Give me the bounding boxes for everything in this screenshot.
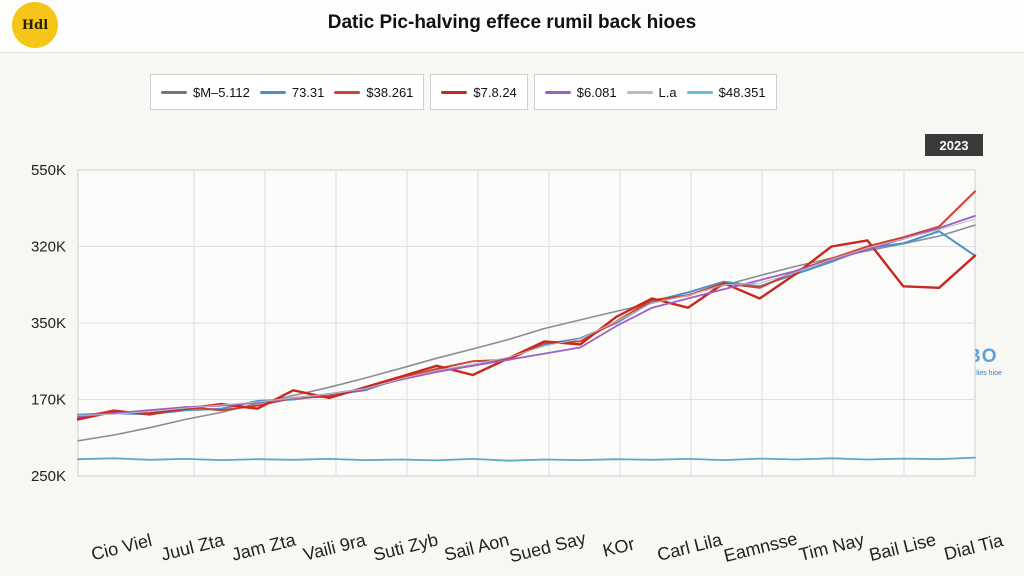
legend-label: $38.261	[366, 84, 414, 100]
legend-item: L.a	[626, 84, 677, 100]
legend-label: L.a	[658, 84, 677, 100]
y-tick-label: 250K	[31, 468, 66, 485]
legend-item: $48.351	[686, 84, 766, 100]
legend-swatch	[441, 90, 468, 94]
chart-title: Datic Pic-halving effece rumil back hioe…	[327, 12, 697, 33]
legend-swatch	[334, 90, 361, 94]
y-tick-label: 350K	[31, 315, 66, 332]
legend-group: $6.081 L.a $48.351	[533, 74, 777, 110]
legend-label: $48.351	[718, 84, 766, 100]
x-tick-label: Tim Nay	[797, 529, 866, 564]
x-tick-label: Suti Zyb	[371, 529, 440, 564]
series-line	[77, 224, 976, 442]
x-tick-label: Vaili 9ra	[301, 530, 369, 565]
legend-item: $M–5.112	[161, 85, 250, 100]
x-tick-label: KOr	[601, 534, 637, 561]
legend-swatch	[161, 90, 187, 94]
legend-swatch	[686, 90, 713, 94]
legend-item: 73.31	[259, 84, 325, 100]
x-tick-label: Cio Viel	[89, 530, 154, 564]
x-tick-label: Juul Zta	[159, 529, 227, 564]
legend-label: 73.31	[291, 84, 325, 100]
legend-group: $7.8.24	[430, 74, 528, 110]
x-tick-label: Bail Lise	[867, 529, 938, 565]
year-badge: 2023	[925, 134, 983, 156]
x-tick-label: Sail Aon	[442, 529, 511, 564]
x-tick-label: Carl Lila	[655, 529, 725, 565]
header-bar: Hdl Datic Pic-halving effece rumil back …	[0, 0, 1024, 53]
x-tick-label: Eamnsse	[722, 528, 800, 566]
legend-label: $7.8.24	[473, 84, 517, 100]
y-tick-label: 170K	[31, 392, 66, 409]
legend-item: $38.261	[334, 85, 413, 100]
legend-group: $M–5.112 73.31 $38.261	[150, 74, 425, 110]
series-line	[77, 218, 976, 416]
series-line	[77, 456, 976, 462]
x-tick-label: Jam Zta	[230, 529, 299, 564]
legend-item: $7.8.24	[441, 84, 517, 100]
legend: $M–5.112 73.31 $38.261 $7.8.24 $6.081 L.a $48.…	[150, 74, 777, 110]
y-tick-label: 320K	[31, 239, 66, 256]
x-tick-label: Dial Tia	[942, 530, 1006, 564]
legend-label: $6.081	[576, 84, 617, 100]
x-tick-label: Sued Say	[507, 528, 588, 566]
y-tick-label: 550K	[31, 162, 66, 179]
legend-label: $M–5.112	[193, 84, 250, 100]
legend-item: $6.081	[544, 84, 617, 100]
brand-logo: Hdl	[12, 2, 58, 48]
legend-swatch	[259, 90, 286, 94]
legend-swatch	[626, 90, 653, 94]
legend-swatch	[544, 90, 571, 94]
